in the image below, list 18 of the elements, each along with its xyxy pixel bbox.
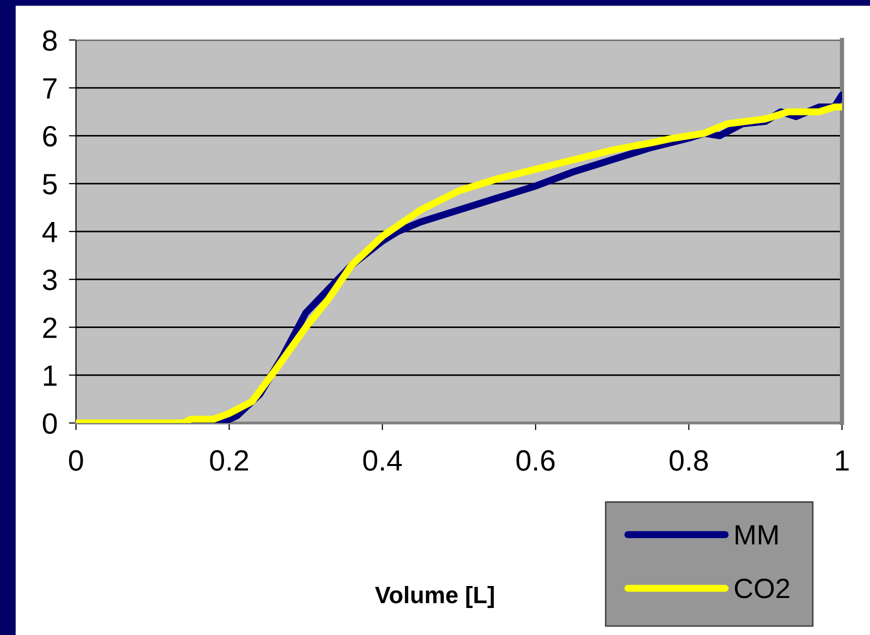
legend-label: CO2 [734,578,790,598]
y-tick-label: 5 [42,174,57,194]
y-tick-label: 1 [44,366,57,386]
x-tick-label: 0 [69,450,83,471]
y-tick-label: 4 [42,222,58,242]
y-tick-label: 0 [42,413,57,434]
legend-label: MM [736,525,778,544]
x-tick-label: 0.6 [516,450,555,471]
y-tick-label: 8 [42,30,57,51]
x-tick-label: 0.2 [210,450,248,471]
x-axis-title: Volume [L] [375,586,494,608]
x-tick-label: 0.8 [670,450,708,471]
x-tick-label: 1 [836,450,849,471]
x-tick-label: 0.4 [363,450,402,471]
y-tick-label: 6 [43,126,57,147]
y-tick-label: 3 [42,270,57,290]
y-tick-label: 7 [43,78,56,98]
y-tick-label: 2 [43,317,56,338]
